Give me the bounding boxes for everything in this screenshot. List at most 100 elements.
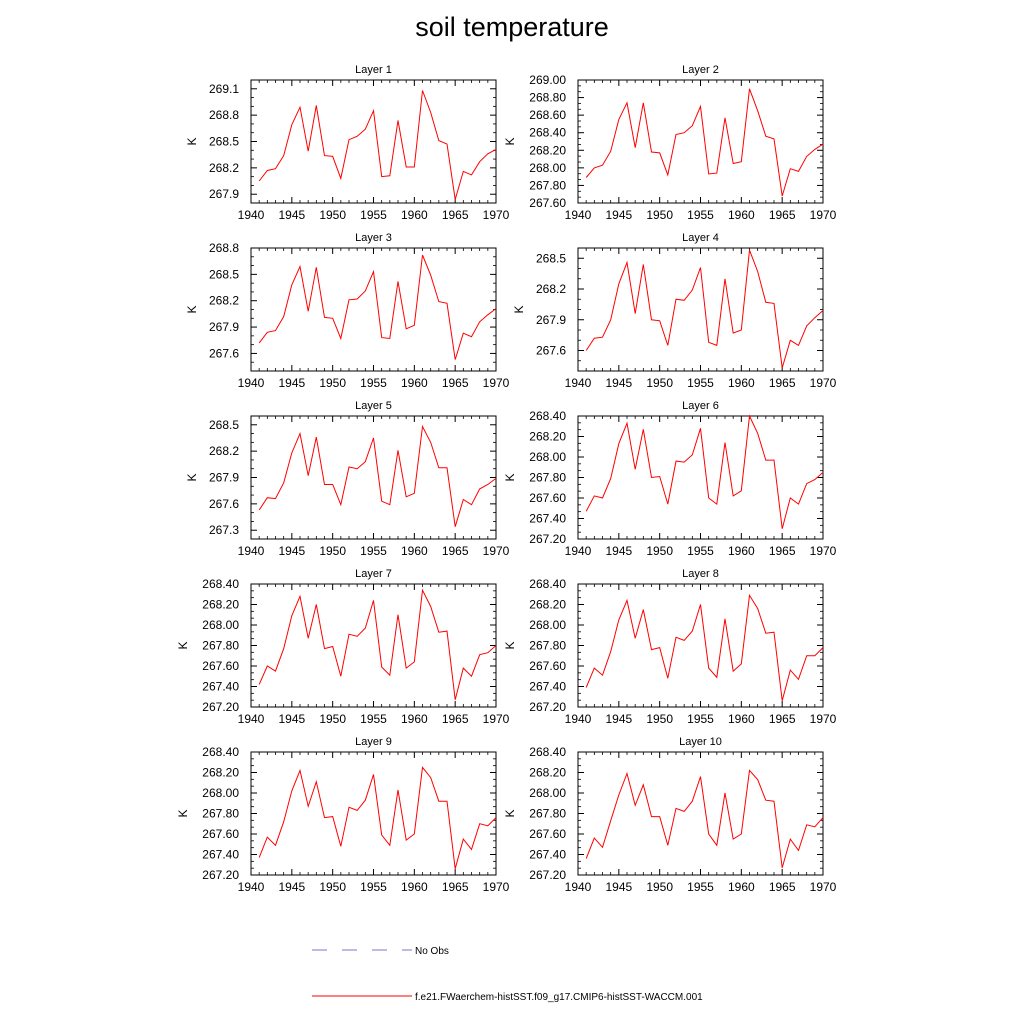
x-tick-label: 1970 [810, 712, 837, 726]
y-tick-label: 267.60 [202, 659, 239, 673]
x-tick-label: 1965 [769, 880, 796, 894]
x-tick-label: 1960 [401, 376, 428, 390]
y-tick-label: 268.00 [202, 786, 239, 800]
legend-label-model: f.e21.FWaerchem-histSST.f09_g17.CMIP6-hi… [415, 992, 703, 1003]
x-tick-label: 1945 [278, 880, 305, 894]
y-tick-label: 267.60 [529, 827, 566, 841]
y-axis-label: K [185, 305, 199, 313]
x-tick-label: 1970 [483, 544, 510, 558]
y-axis-label: K [503, 641, 517, 649]
y-tick-label: 268.20 [529, 598, 566, 612]
x-tick-label: 1955 [360, 880, 387, 894]
y-tick-label: 267.9 [536, 313, 566, 327]
y-tick-label: 268.00 [529, 161, 566, 175]
x-tick-label: 1940 [238, 544, 265, 558]
x-tick-label: 1945 [605, 376, 632, 390]
page-title: soil temperature [415, 12, 609, 42]
y-tick-label: 268.40 [529, 126, 566, 140]
y-tick-label: 269.00 [529, 73, 566, 87]
panel-title: Layer 4 [682, 232, 719, 244]
y-tick-label: 268.8 [209, 108, 239, 122]
x-tick-label: 1955 [687, 544, 714, 558]
panel-title: Layer 2 [682, 64, 719, 76]
y-axis-label: K [185, 137, 199, 145]
panel-title: Layer 1 [355, 64, 392, 76]
chart-panel-layer-10: Layer 10 1940 1945 1950 1955 1960 1965 1970 267.… [503, 736, 837, 894]
x-tick-label: 1965 [442, 544, 469, 558]
x-tick-label: 1965 [769, 208, 796, 222]
x-tick-label: 1955 [687, 376, 714, 390]
y-tick-label: 267.40 [529, 512, 566, 526]
plot-frame [577, 79, 824, 204]
plot-frame [577, 415, 824, 540]
y-tick-label: 268.00 [529, 450, 566, 464]
y-axis-label: K [503, 809, 517, 817]
x-tick-label: 1945 [278, 712, 305, 726]
x-tick-label: 1950 [646, 880, 673, 894]
x-tick-label: 1955 [687, 880, 714, 894]
x-tick-label: 1950 [319, 712, 346, 726]
x-tick-label: 1965 [442, 376, 469, 390]
chart-panel-layer-9: Layer 9 1940 1945 1950 1955 1960 1965 1970 267.2… [176, 736, 510, 894]
x-tick-label: 1960 [401, 712, 428, 726]
y-tick-label: 268.2 [209, 161, 239, 175]
x-tick-label: 1945 [278, 208, 305, 222]
chart-panel-layer-8: Layer 8 1940 1945 1950 1955 1960 1965 1970 267.2… [503, 568, 837, 726]
chart-panel-layer-2: Layer 2 1940 1945 1950 1955 1960 1965 1970 267.6… [503, 64, 837, 222]
y-tick-label: 267.60 [529, 659, 566, 673]
x-tick-label: 1940 [238, 712, 265, 726]
y-tick-label: 268.5 [209, 135, 239, 149]
series-line [585, 414, 824, 529]
x-tick-label: 1950 [646, 712, 673, 726]
plot-frame [250, 751, 497, 876]
y-tick-label: 267.80 [529, 471, 566, 485]
plot-frame [577, 583, 824, 708]
x-tick-label: 1970 [810, 544, 837, 558]
y-tick-label: 268.00 [529, 786, 566, 800]
x-tick-label: 1955 [360, 208, 387, 222]
x-tick-label: 1965 [442, 712, 469, 726]
y-tick-label: 268.40 [529, 577, 566, 591]
y-tick-label: 268.20 [529, 143, 566, 157]
x-tick-label: 1970 [483, 376, 510, 390]
y-tick-label: 268.20 [202, 766, 239, 780]
panel-title: Layer 3 [355, 232, 392, 244]
x-tick-label: 1945 [605, 208, 632, 222]
x-tick-label: 1950 [319, 880, 346, 894]
y-tick-label: 267.60 [529, 196, 566, 210]
x-tick-label: 1940 [565, 712, 592, 726]
x-tick-label: 1950 [319, 544, 346, 558]
y-tick-label: 268.40 [529, 409, 566, 423]
x-tick-label: 1970 [810, 208, 837, 222]
y-tick-label: 267.80 [529, 639, 566, 653]
x-tick-label: 1960 [728, 208, 755, 222]
y-tick-label: 268.40 [529, 745, 566, 759]
series-line [258, 254, 497, 360]
x-tick-label: 1965 [442, 880, 469, 894]
y-tick-label: 267.6 [209, 346, 239, 360]
x-tick-label: 1950 [646, 208, 673, 222]
y-tick-label: 268.2 [536, 282, 566, 296]
y-tick-label: 267.40 [529, 680, 566, 694]
panel-title: Layer 7 [355, 568, 392, 580]
legend-label-no-obs: No Obs [415, 946, 449, 957]
y-tick-label: 268.2 [209, 444, 239, 458]
y-tick-label: 268.8 [209, 241, 239, 255]
x-tick-label: 1970 [810, 376, 837, 390]
y-tick-label: 267.20 [529, 700, 566, 714]
y-tick-label: 268.20 [529, 430, 566, 444]
x-tick-label: 1960 [728, 712, 755, 726]
y-tick-label: 267.80 [529, 178, 566, 192]
x-tick-label: 1965 [769, 376, 796, 390]
x-tick-label: 1970 [483, 712, 510, 726]
y-tick-label: 267.20 [202, 700, 239, 714]
x-tick-label: 1940 [238, 208, 265, 222]
y-axis-label: K [503, 137, 517, 145]
x-tick-label: 1945 [605, 544, 632, 558]
x-tick-label: 1940 [565, 880, 592, 894]
x-tick-label: 1960 [728, 880, 755, 894]
x-tick-label: 1970 [483, 880, 510, 894]
y-tick-label: 267.20 [202, 868, 239, 882]
y-tick-label: 267.9 [209, 187, 239, 201]
series-line [258, 588, 497, 700]
